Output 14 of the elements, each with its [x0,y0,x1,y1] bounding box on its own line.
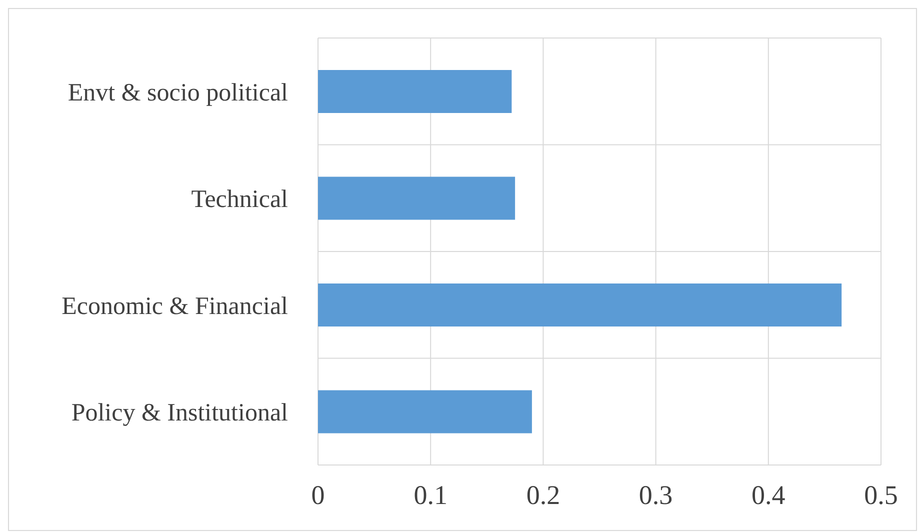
x-tick-label: 0.4 [752,480,786,510]
bar [318,176,516,220]
y-tick-label: Technical [191,186,288,213]
x-tick-label: 0.2 [526,480,560,510]
x-tick-label: 0.3 [638,480,673,510]
x-tick-label: 0.5 [864,480,898,510]
y-tick-label: Policy & Institutional [71,400,288,426]
bar [318,284,842,327]
x-tick-label: 0 [311,480,325,510]
y-tick-label: Envt & socio political [68,79,288,106]
x-tick-label: 0.1 [414,480,448,510]
y-tick-label: Economic & Financial [62,292,288,320]
bar [318,390,532,434]
bar [318,70,512,114]
